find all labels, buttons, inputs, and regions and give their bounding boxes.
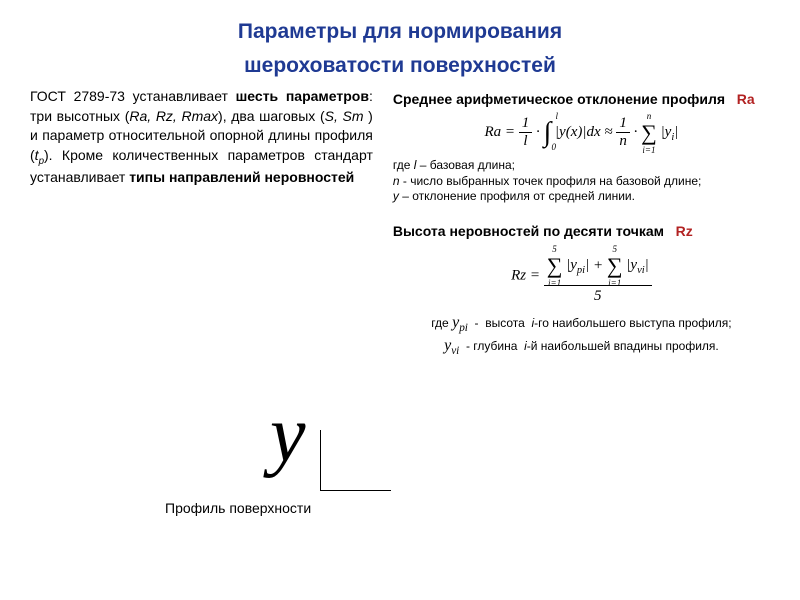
rz-symbol: Rz xyxy=(676,223,693,239)
title-line-2: шероховатости поверхностей xyxy=(244,54,556,77)
left-column: ГОСТ 2789-73 устанавливает шесть парамет… xyxy=(30,87,373,358)
y-axis-label: y xyxy=(270,390,306,481)
ra-formula: Ra = 1 l · ∫l0 |y(x)|dx ≈ 1 n · n∑i=1 |y… xyxy=(393,115,770,150)
ra-symbol: Ra xyxy=(737,91,755,107)
profile-caption: Профиль поверхности xyxy=(165,500,311,516)
slide-title: Параметры для нормирования шероховатости… xyxy=(0,0,800,87)
title-line-1: Параметры для нормирования xyxy=(238,20,562,43)
gost-paragraph: ГОСТ 2789-73 устанавливает шесть парамет… xyxy=(30,87,373,188)
rz-definitions: где ypi - высота i-го наибольшего выступ… xyxy=(393,313,770,359)
ra-definitions: где l – базовая длина; n - число выбранн… xyxy=(393,158,770,205)
right-column: Среднее арифметическое отклонение профил… xyxy=(393,87,770,358)
ra-heading: Среднее арифметическое отклонение профил… xyxy=(393,91,770,107)
rz-formula: Rz = 5∑i=1 |ypi| + 5∑i=1 |yvi| 5 xyxy=(393,247,770,305)
profile-axes xyxy=(320,430,391,491)
content-columns: ГОСТ 2789-73 устанавливает шесть парамет… xyxy=(0,87,800,358)
rz-heading: Высота неровностей по десяти точкам Rz xyxy=(393,223,770,239)
